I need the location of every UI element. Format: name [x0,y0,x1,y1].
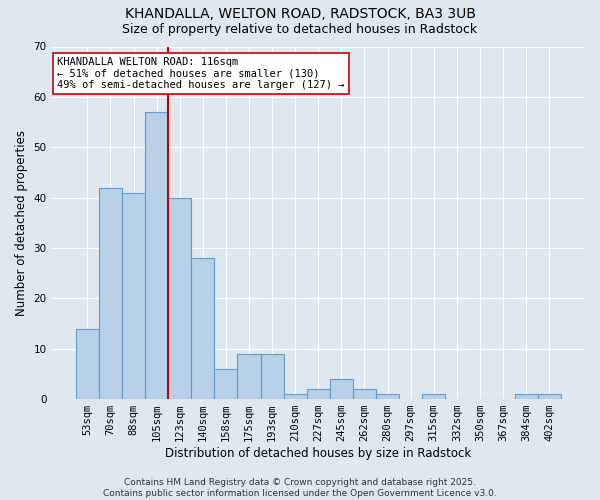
Bar [122,192,145,399]
Bar [515,394,538,399]
Bar [260,354,284,399]
Bar [99,188,122,399]
Bar [145,112,168,399]
X-axis label: Distribution of detached houses by size in Radstock: Distribution of detached houses by size … [165,447,472,460]
Bar [353,389,376,399]
Text: KHANDALLA, WELTON ROAD, RADSTOCK, BA3 3UB: KHANDALLA, WELTON ROAD, RADSTOCK, BA3 3U… [125,8,475,22]
Bar [307,389,330,399]
Bar [214,369,238,399]
Bar [376,394,399,399]
Bar [191,258,214,399]
Y-axis label: Number of detached properties: Number of detached properties [15,130,28,316]
Bar [422,394,445,399]
Bar [538,394,561,399]
Bar [168,198,191,399]
Text: KHANDALLA WELTON ROAD: 116sqm
← 51% of detached houses are smaller (130)
49% of : KHANDALLA WELTON ROAD: 116sqm ← 51% of d… [57,57,344,90]
Bar [238,354,260,399]
Text: Size of property relative to detached houses in Radstock: Size of property relative to detached ho… [122,22,478,36]
Bar [284,394,307,399]
Bar [76,328,99,399]
Bar [330,379,353,399]
Text: Contains HM Land Registry data © Crown copyright and database right 2025.
Contai: Contains HM Land Registry data © Crown c… [103,478,497,498]
